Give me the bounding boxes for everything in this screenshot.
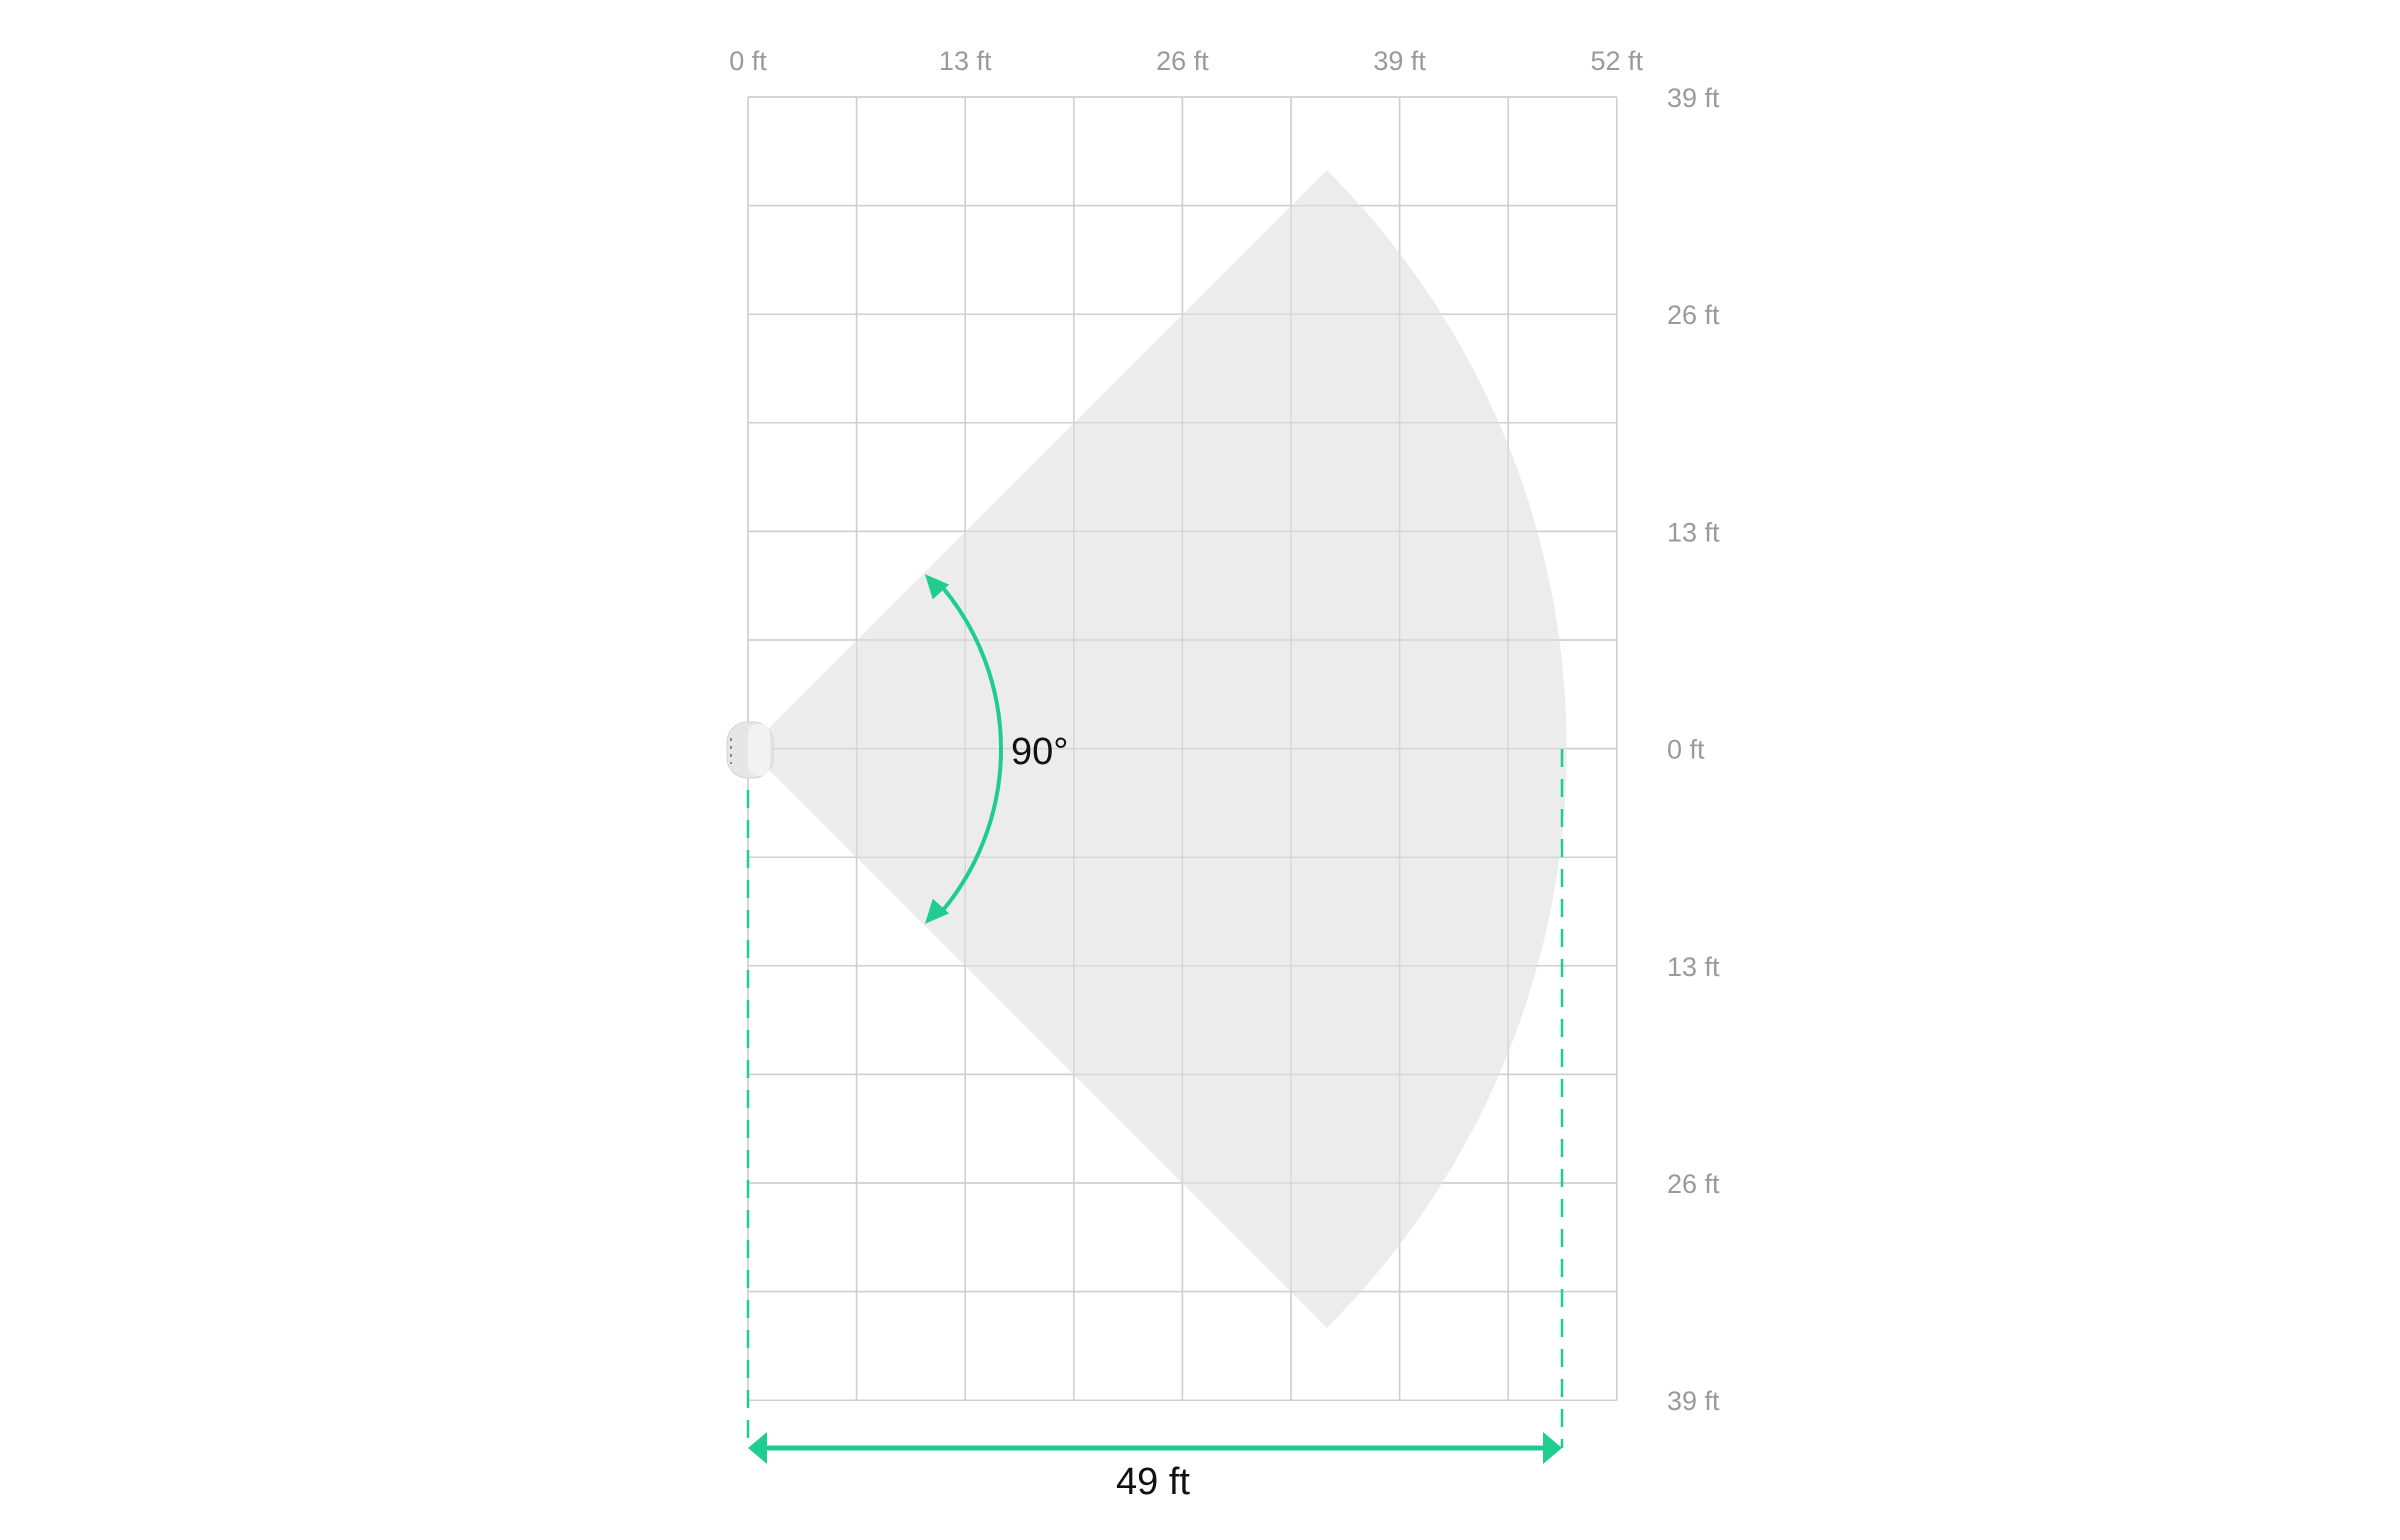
x-tick-label: 26 ft xyxy=(1156,46,1209,76)
x-tick-labels: 0 ft 13 ft 26 ft 39 ft 52 ft xyxy=(729,46,1643,76)
angle-arc xyxy=(940,585,1003,913)
arrowhead-up xyxy=(924,574,950,600)
angle-arc-arrow xyxy=(924,574,1003,924)
range-label: 49 ft xyxy=(1116,1461,1190,1503)
y-tick-label: 39 ft xyxy=(1667,1386,1720,1416)
motion-detector-icon xyxy=(726,721,774,779)
y-tick-label: 13 ft xyxy=(1667,952,1720,982)
y-tick-label: 39 ft xyxy=(1667,83,1720,113)
y-tick-label: 26 ft xyxy=(1667,300,1720,330)
y-tick-label: 13 ft xyxy=(1667,517,1720,547)
arrowhead-down xyxy=(924,898,950,924)
x-tick-label: 0 ft xyxy=(729,46,767,76)
x-tick-label: 52 ft xyxy=(1591,46,1644,76)
x-tick-label: 13 ft xyxy=(939,46,992,76)
y-tick-label: 26 ft xyxy=(1667,1169,1720,1199)
y-tick-label: 0 ft xyxy=(1667,735,1705,765)
angle-label: 90° xyxy=(1011,731,1068,773)
y-tick-labels: 39 ft 26 ft 13 ft 0 ft 13 ft 26 ft 39 ft xyxy=(1667,83,1720,1416)
grid-overlay xyxy=(747,96,1618,1401)
range-dimension-arrow xyxy=(748,1432,1562,1464)
x-tick-label: 39 ft xyxy=(1373,46,1426,76)
